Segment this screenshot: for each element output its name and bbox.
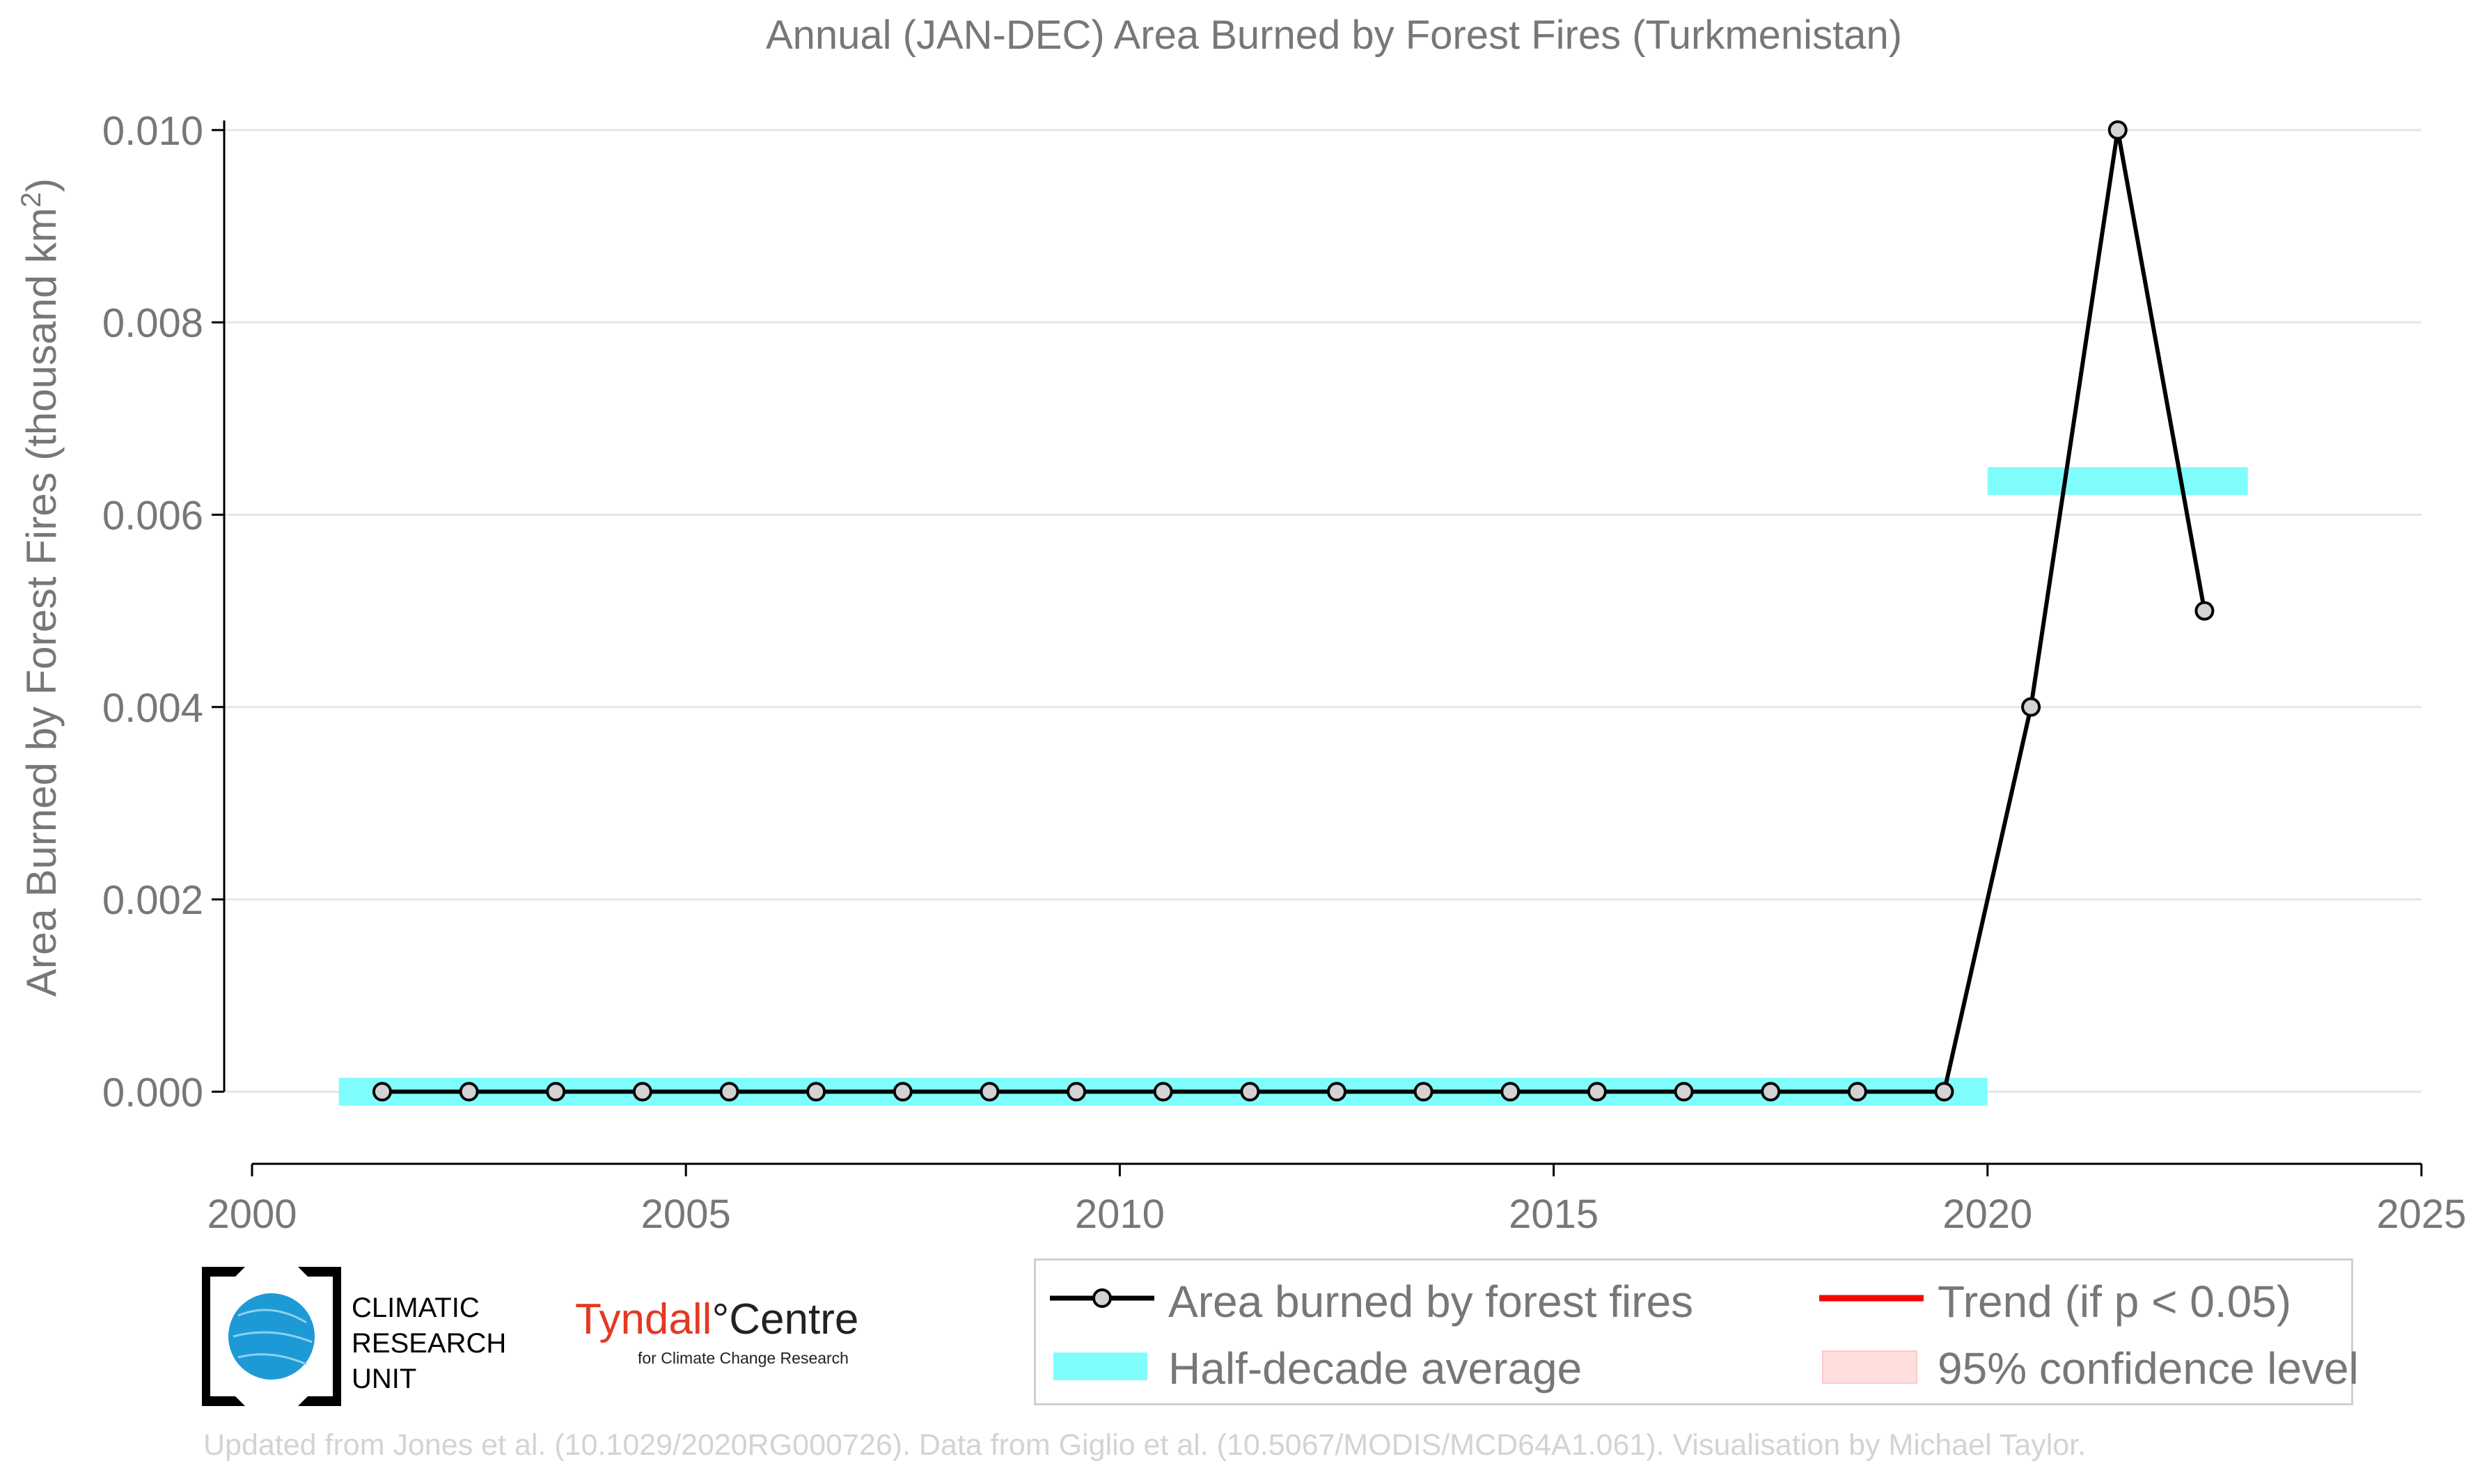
legend-label-confidence: 95% confidence level bbox=[1938, 1343, 2359, 1394]
data-point bbox=[372, 1082, 392, 1102]
legend-item-confidence: 95% confidence level bbox=[1805, 1337, 2359, 1394]
data-point bbox=[1500, 1082, 1521, 1102]
x-tick-label: 2000 bbox=[207, 1192, 297, 1237]
y-tick-label: 0.002 bbox=[102, 878, 203, 923]
legend-label-half-decade: Half-decade average bbox=[1168, 1343, 1582, 1394]
x-tick-label: 2005 bbox=[641, 1192, 731, 1237]
data-point bbox=[1934, 1082, 1954, 1102]
x-tick-label: 2015 bbox=[1509, 1192, 1599, 1237]
data-point bbox=[1587, 1082, 1607, 1102]
tyndall-degree: ° bbox=[712, 1295, 730, 1343]
legend-trend-line-icon bbox=[1819, 1295, 1924, 1302]
footer-credits: Updated from Jones et al. (10.1029/2020R… bbox=[203, 1428, 2087, 1462]
data-point bbox=[459, 1082, 479, 1102]
x-tick-label: 2010 bbox=[1075, 1192, 1165, 1237]
cru-globe-icon bbox=[202, 1267, 341, 1406]
grid-lines bbox=[224, 129, 2421, 1093]
data-point bbox=[632, 1082, 652, 1102]
y-tick-label: 0.000 bbox=[102, 1070, 203, 1115]
chart-title: Annual (JAN-DEC) Area Burned by Forest F… bbox=[766, 13, 1902, 58]
data-point bbox=[1153, 1082, 1173, 1102]
tyndall-subtitle: for Climate Change Research bbox=[638, 1349, 849, 1367]
cru-line-1: CLIMATIC bbox=[352, 1293, 480, 1323]
data-point bbox=[546, 1082, 566, 1102]
y-tick-label: 0.006 bbox=[102, 493, 203, 538]
legend-label-area-burned: Area burned by forest fires bbox=[1168, 1277, 1694, 1327]
y-tick-label: 0.004 bbox=[102, 686, 203, 731]
cru-logo: CLIMATIC RESEARCH UNIT bbox=[202, 1267, 529, 1413]
data-point bbox=[719, 1082, 739, 1102]
x-tick-label: 2025 bbox=[2376, 1192, 2466, 1237]
data-point bbox=[2194, 601, 2215, 621]
legend-item-trend: Trend (if p < 0.05) bbox=[1805, 1270, 2348, 1327]
data-point bbox=[1761, 1082, 1781, 1102]
y-axis-label: Area Burned by Forest Fires (thousand km… bbox=[16, 178, 65, 997]
data-point bbox=[893, 1082, 913, 1102]
tick-labels: 0.000 0.002 0.004 0.006 0.008 0.010 2000 2005 20… bbox=[102, 109, 2467, 1237]
data-point bbox=[980, 1082, 1000, 1102]
legend-band-icon bbox=[1053, 1352, 1147, 1380]
data-point bbox=[2021, 697, 2041, 717]
series-markers bbox=[372, 120, 2215, 1102]
legend: Area burned by forest fires Half-decade … bbox=[1034, 1258, 2359, 1405]
series-line bbox=[382, 127, 2207, 1094]
half-decade-band bbox=[1987, 467, 2248, 496]
chart-canvas: Annual (JAN-DEC) Area Burned by Forest F… bbox=[16, 13, 2467, 1237]
legend-label-trend: Trend (if p < 0.05) bbox=[1938, 1277, 2292, 1327]
y-tick-label: 0.010 bbox=[102, 109, 203, 154]
tyndall-part1: Tyndall bbox=[575, 1295, 712, 1343]
data-point bbox=[1067, 1082, 1087, 1102]
legend-item-half-decade: Half-decade average bbox=[1036, 1337, 1663, 1394]
tyndall-logo: Tyndall°Centre for Climate Change Resear… bbox=[575, 1295, 867, 1378]
cru-line-2: RESEARCH bbox=[352, 1328, 507, 1359]
x-tick-label: 2020 bbox=[1942, 1192, 2032, 1237]
data-point bbox=[1674, 1082, 1694, 1102]
data-point bbox=[806, 1082, 826, 1102]
data-point bbox=[1413, 1082, 1434, 1102]
tyndall-part2: Centre bbox=[729, 1295, 859, 1343]
y-tick-label: 0.008 bbox=[102, 301, 203, 346]
data-point bbox=[1327, 1082, 1346, 1102]
legend-item-area-burned: Area burned by forest fires bbox=[1036, 1270, 1693, 1327]
data-point bbox=[2107, 120, 2128, 140]
area-burned-line bbox=[382, 127, 2207, 1094]
legend-confidence-patch-icon bbox=[1822, 1350, 1917, 1384]
data-point bbox=[1240, 1082, 1260, 1102]
data-point bbox=[1847, 1082, 1867, 1102]
cru-line-3: UNIT bbox=[352, 1364, 417, 1394]
axes bbox=[212, 120, 2423, 1176]
legend-line-marker-icon bbox=[1050, 1288, 1154, 1308]
